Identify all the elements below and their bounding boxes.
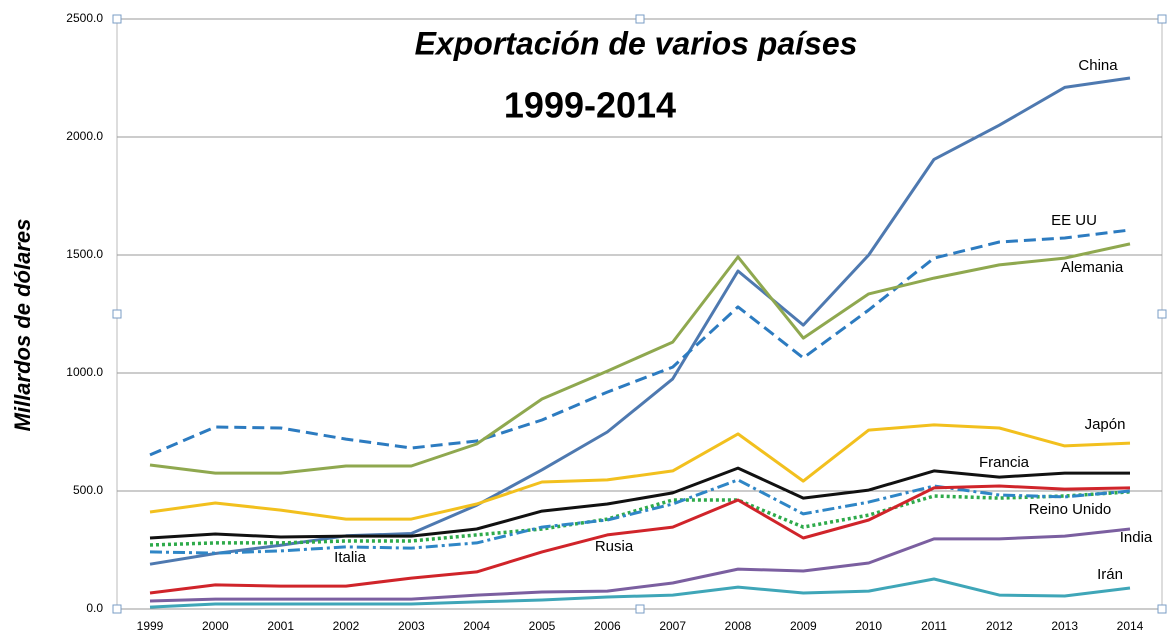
series-label: Francia (979, 454, 1030, 471)
x-tick-label: 2005 (529, 619, 556, 633)
x-tick-label: 2001 (267, 619, 294, 633)
y-tick-label: 1000.0 (66, 365, 103, 379)
selection-handle (1157, 14, 1167, 24)
series-label: Alemania (1061, 259, 1124, 276)
series-label: Reino Unido (1029, 501, 1112, 518)
x-tick-label: 1999 (137, 619, 164, 633)
x-tick-label: 2012 (986, 619, 1013, 633)
selection-handle (112, 309, 122, 319)
x-tick-label: 2003 (398, 619, 425, 633)
series-label: Irán (1097, 566, 1123, 583)
series-line (149, 466, 1130, 540)
y-axis-label: Millardos de dólares (10, 219, 35, 432)
series-line (149, 527, 1131, 603)
x-tick-label: 2011 (921, 619, 947, 633)
x-tick-label: 2010 (855, 619, 882, 633)
series-line (149, 478, 1131, 555)
y-tick-label: 500.0 (73, 483, 103, 497)
series-label: Italia (334, 549, 366, 566)
selection-handle (112, 604, 122, 614)
selection-handle (1157, 604, 1167, 614)
x-tick-label: 2013 (1051, 619, 1078, 633)
series-line (149, 242, 1131, 475)
y-tick-label: 2500.0 (66, 11, 103, 25)
x-tick-label: 2006 (594, 619, 621, 633)
series-label: Japón (1085, 416, 1126, 433)
series-label: EE UU (1051, 212, 1097, 229)
series-label: China (1078, 57, 1118, 74)
selection-handle (1157, 309, 1167, 319)
y-tick-label: 1500.0 (66, 247, 103, 261)
x-tick-label: 2004 (463, 619, 490, 633)
y-tick-label: 2000.0 (66, 129, 103, 143)
series-line (149, 228, 1131, 457)
chart-title: Exportación de varios países (415, 25, 858, 61)
series-label: India (1120, 529, 1153, 546)
x-tick-label: 2014 (1117, 619, 1144, 633)
x-tick-label: 2008 (725, 619, 752, 633)
selection-handle (635, 604, 645, 614)
series-line (149, 577, 1131, 609)
series-line (149, 484, 1131, 595)
x-tick-label: 2002 (333, 619, 360, 633)
x-tick-label: 2007 (659, 619, 686, 633)
selection-handle (635, 14, 645, 24)
selection-handle (112, 14, 122, 24)
x-tick-label: 2000 (202, 619, 229, 633)
y-tick-label: 0.0 (86, 601, 103, 615)
chart-subtitle: 1999-2014 (504, 85, 676, 126)
x-tick-label: 2009 (790, 619, 817, 633)
series-line (149, 423, 1131, 521)
series-line (149, 490, 1131, 547)
series-label: Rusia (595, 538, 634, 555)
